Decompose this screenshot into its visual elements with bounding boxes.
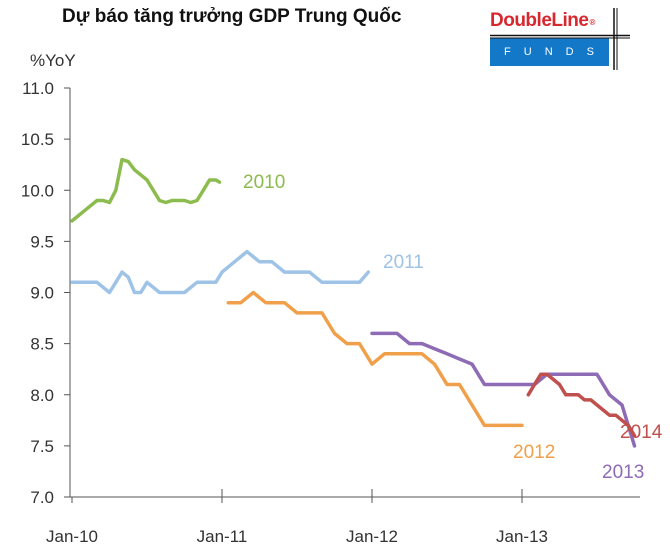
y-tick-label: 9.0 — [30, 284, 54, 303]
series-label-2010: 2010 — [243, 172, 285, 193]
x-ticks: Jan-10 Jan-11 Jan-12 Jan-13 — [46, 489, 548, 546]
series-line-2012 — [226, 290, 524, 428]
doubleline-logo: DoubleLine® FUNDS — [490, 8, 630, 70]
series-label-2012: 2012 — [513, 442, 555, 463]
x-tick-label: Jan-12 — [346, 527, 398, 546]
logo-sub: FUNDS — [490, 38, 609, 66]
logo-registered-mark: ® — [589, 18, 595, 27]
y-tick-label: 10.5 — [21, 130, 54, 149]
series-line-2010 — [70, 157, 222, 223]
series-line-2014 — [526, 372, 637, 438]
y-tick-label: 9.5 — [30, 232, 54, 251]
x-tick-label: Jan-10 — [46, 527, 98, 546]
logo-brand-text: DoubleLine — [490, 10, 589, 31]
series-label-2011: 2011 — [383, 252, 424, 273]
y-ticks: 7.0 7.5 8.0 8.5 9.0 9.5 10.0 10.5 11.0 — [21, 79, 70, 507]
axes — [69, 88, 640, 498]
x-tick-label: Jan-13 — [496, 527, 548, 546]
y-axis-label: %YoY — [30, 51, 76, 70]
y-tick-label: 11.0 — [22, 79, 54, 98]
series-label-2014: 2014 — [620, 422, 663, 443]
y-tick-label: 8.0 — [30, 386, 54, 405]
y-tick-label: 7.0 — [30, 488, 54, 507]
series-line-2013 — [370, 331, 637, 448]
logo-crosshair-icon — [490, 8, 630, 70]
y-tick-label: 10.0 — [21, 181, 54, 200]
y-tick-label: 8.5 — [30, 335, 54, 354]
logo-brand: DoubleLine® — [490, 8, 610, 34]
series-lines — [70, 157, 637, 448]
x-tick-label: Jan-11 — [197, 527, 248, 546]
series-labels: 2010 2011 2012 2013 2014 — [243, 172, 663, 483]
y-tick-label: 7.5 — [30, 437, 54, 456]
series-line-2011 — [70, 249, 371, 295]
series-label-2013: 2013 — [602, 462, 644, 483]
chart-title: Dự báo tăng trưởng GDP Trung Quốc — [62, 6, 402, 27]
